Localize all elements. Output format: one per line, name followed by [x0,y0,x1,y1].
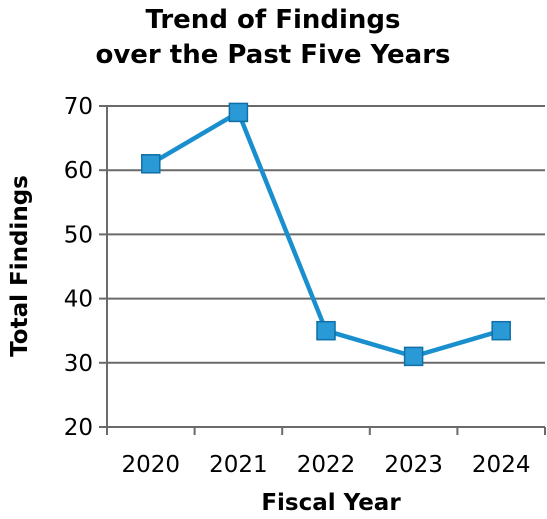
x-tick-label: 2021 [209,452,268,478]
series-layer [141,102,511,367]
data-point-2020 [141,154,161,174]
x-tick-label: 2024 [472,452,531,478]
data-point-2024 [491,320,511,341]
y-tick-label: 50 [64,222,93,248]
x-tick-label: 2022 [297,452,356,478]
axes [99,105,546,435]
y-axis-title: Total Findings [7,175,33,357]
y-tick-label: 70 [64,94,93,120]
chart-title-line-2: over the Past Five Years [95,40,450,70]
chart-title-line-1: Trend of Findings [145,5,400,35]
x-axis-title: Fiscal Year [261,490,401,516]
y-tick-label: 30 [64,351,93,377]
y-tick-label: 20 [64,415,93,441]
data-point-2023 [403,346,424,367]
data-point-2022 [316,320,336,341]
chart-title: Trend of Findings over the Past Five Yea… [95,5,450,70]
x-tick-label: 2023 [384,452,443,478]
y-tick-label: 60 [64,158,93,184]
y-tick-labels: 20 30 40 50 60 70 [64,94,93,441]
gridlines [107,105,545,364]
y-tick-label: 40 [64,287,93,313]
data-point-2021 [228,102,249,123]
x-tick-labels: 2020 2021 2022 2023 2024 [122,452,531,478]
x-tick-label: 2020 [122,452,181,478]
